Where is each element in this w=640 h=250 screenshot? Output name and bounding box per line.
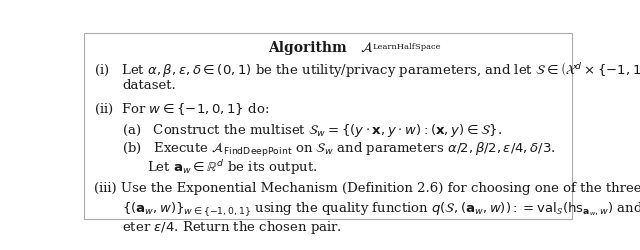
Text: $\mathcal{A}$: $\mathcal{A}$ (360, 40, 374, 54)
Text: eter $\varepsilon/4$. Return the chosen pair.: eter $\varepsilon/4$. Return the chosen … (122, 218, 342, 236)
FancyBboxPatch shape (84, 33, 572, 219)
Text: (i)   Let $\alpha, \beta, \varepsilon, \delta \in (0,1)$ be the utility/privacy : (i) Let $\alpha, \beta, \varepsilon, \de… (94, 60, 640, 79)
Text: $\{(\mathbf{a}_w, w)\}_{w \in \{-1,0,1\}}$ using the quality function $q(\mathca: $\{(\mathbf{a}_w, w)\}_{w \in \{-1,0,1\}… (122, 200, 640, 219)
Text: (a)   Construct the multiset $\mathcal{S}_w = \{(y \cdot \mathbf{x}, y \cdot w):: (a) Construct the multiset $\mathcal{S}_… (122, 122, 502, 139)
Text: (iii) Use the Exponential Mechanism (Definition 2.6) for choosing one of the thr: (iii) Use the Exponential Mechanism (Def… (94, 182, 640, 194)
Text: (ii)  For $w \in \{-1, 0, 1\}$ do:: (ii) For $w \in \{-1, 0, 1\}$ do: (94, 102, 269, 117)
Text: (b)   Execute $\mathcal{A}_{\mathrm{FindDeepPoint}}$ on $\mathcal{S}_w$ and para: (b) Execute $\mathcal{A}_{\mathrm{FindDe… (122, 141, 556, 159)
Text: LearnHalfSpace: LearnHalfSpace (372, 42, 441, 50)
Text: dataset.: dataset. (122, 79, 176, 92)
Text: Let $\mathbf{a}_w \in \mathbb{R}^d$ be its output.: Let $\mathbf{a}_w \in \mathbb{R}^d$ be i… (147, 158, 317, 177)
Text: Algorithm: Algorithm (269, 40, 352, 54)
